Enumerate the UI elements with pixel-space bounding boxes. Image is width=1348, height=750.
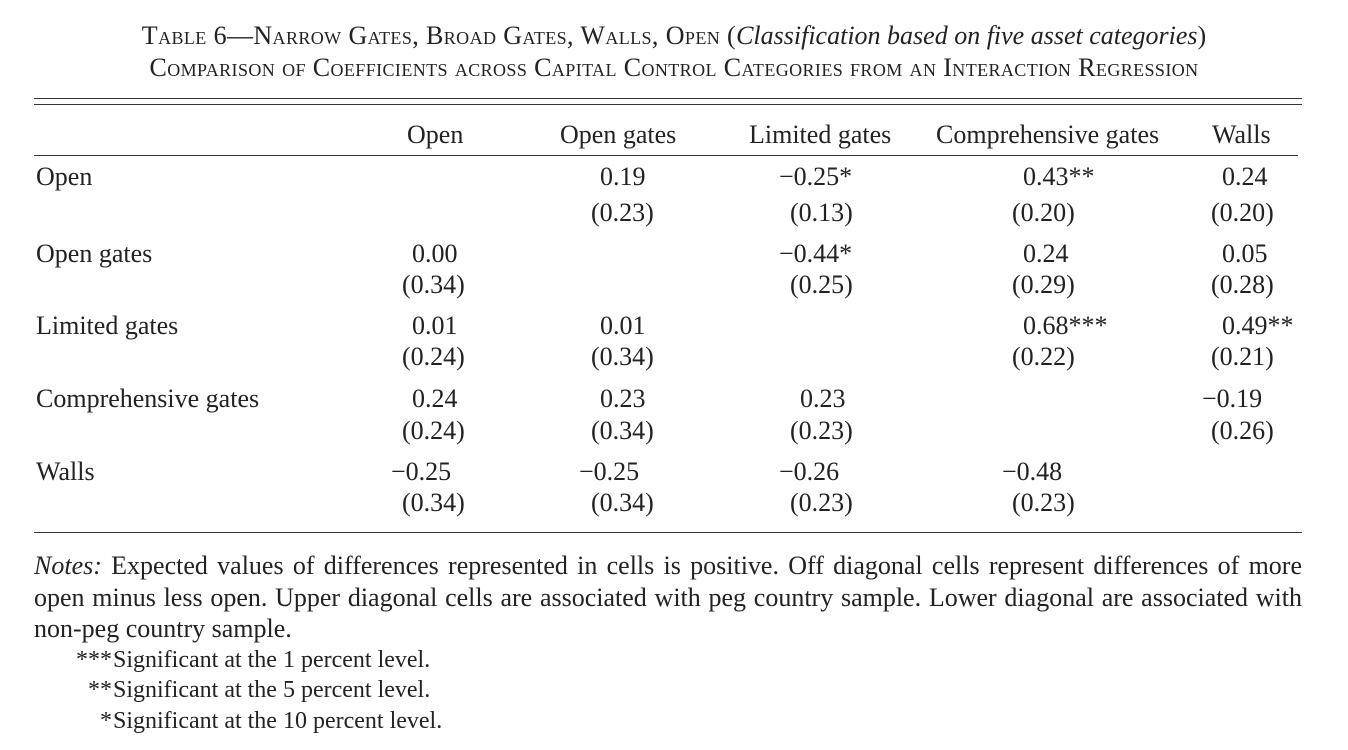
table-cell-coef: −0.19: [1202, 384, 1263, 413]
table-cell-se: (0.29): [1012, 270, 1075, 299]
table-cell-coef: 0.43**: [1023, 162, 1095, 191]
significance-note: *Significant at the 10 percent level.: [68, 706, 442, 736]
column-header-open: Open: [407, 120, 464, 149]
column-header-limited-gates: Limited gates: [749, 120, 892, 149]
table-cell-coef: −0.25: [391, 457, 452, 486]
table-cell-se: (0.34): [591, 488, 654, 517]
table-cell-coef: 0.68***: [1023, 311, 1108, 340]
top-rule-1: [34, 98, 1302, 99]
table-cell-se: (0.23): [790, 488, 853, 517]
table-title-suffix: ): [1197, 21, 1207, 50]
table-notes: Notes: Expected values of differences re…: [34, 550, 1302, 645]
significance-text: Significant at the 1 percent level.: [113, 647, 431, 673]
table-subtitle: Comparison of Coefficients across Capita…: [149, 53, 1199, 82]
table-cell-se: (0.13): [790, 198, 853, 227]
table-cell-coef: 0.23: [800, 384, 846, 413]
row-label-limited-gates: Limited gates: [36, 311, 179, 340]
table-cell-coef: 0.49**: [1222, 311, 1294, 340]
table-cell-se: (0.22): [1012, 342, 1075, 371]
table-cell-coef: −0.26: [779, 457, 840, 486]
table-cell-coef: 0.00: [412, 239, 458, 268]
table-cell-coef: 0.23: [600, 384, 646, 413]
table-cell-coef: 0.01: [600, 311, 646, 340]
table-cell-se: (0.20): [1211, 198, 1274, 227]
table-cell-se: (0.24): [402, 416, 465, 445]
significance-note: **Significant at the 5 percent level.: [68, 675, 430, 705]
table-cell-se: (0.25): [790, 270, 853, 299]
table-cell-se: (0.24): [402, 342, 465, 371]
row-label-open-gates: Open gates: [36, 239, 153, 268]
header-rule: [34, 155, 1298, 156]
table-cell-coef: 0.05: [1222, 239, 1268, 268]
significance-note: ***Significant at the 1 percent level.: [68, 645, 430, 675]
row-label-walls: Walls: [36, 457, 95, 486]
table-cell-coef: −0.44*: [779, 239, 853, 268]
table-cell-se: (0.23): [591, 198, 654, 227]
table-cell-se: (0.26): [1211, 416, 1274, 445]
table-cell-coef: 0.24: [1023, 239, 1069, 268]
bottom-rule: [34, 532, 1302, 533]
row-label-open: Open: [36, 162, 93, 191]
table-cell-coef: 0.01: [412, 311, 458, 340]
table-cell-se: (0.28): [1211, 270, 1274, 299]
column-header-comprehensive-gates: Comprehensive gates: [936, 120, 1160, 149]
table-cell-coef: −0.25: [579, 457, 640, 486]
significance-stars: ***: [76, 647, 112, 673]
table-cell-se: (0.21): [1211, 342, 1274, 371]
table-cell-se: (0.34): [402, 488, 465, 517]
table-cell-coef: 0.24: [1222, 162, 1268, 191]
table-title-prefix: Table 6—Narrow Gates, Broad Gates, Walls…: [141, 21, 737, 50]
table-title: Table 6—Narrow Gates, Broad Gates, Walls…: [0, 20, 1348, 52]
row-label-comprehensive-gates: Comprehensive gates: [36, 384, 260, 413]
table-cell-se: (0.34): [591, 342, 654, 371]
notes-label: Notes:: [34, 551, 102, 580]
notes-text: Expected values of differences represent…: [34, 551, 1303, 643]
table-cell-se: (0.23): [1012, 488, 1075, 517]
table-cell-se: (0.34): [402, 270, 465, 299]
table-cell-coef: 0.24: [412, 384, 458, 413]
table-cell-coef: −0.25*: [779, 162, 853, 191]
significance-text: Significant at the 10 percent level.: [113, 708, 443, 734]
column-header-walls: Walls: [1212, 120, 1271, 149]
significance-stars: **: [88, 677, 112, 703]
column-header-open-gates: Open gates: [560, 120, 677, 149]
table-cell-se: (0.34): [591, 416, 654, 445]
significance-text: Significant at the 5 percent level.: [113, 677, 431, 703]
top-rule-2: [34, 104, 1302, 105]
significance-stars: *: [100, 708, 112, 734]
table-cell-se: (0.23): [790, 416, 853, 445]
table-cell-coef: −0.48: [1002, 457, 1063, 486]
table-cell-se: (0.20): [1012, 198, 1075, 227]
table-title-italic: Classification based on five asset categ…: [736, 21, 1198, 50]
table-cell-coef: 0.19: [600, 162, 646, 191]
